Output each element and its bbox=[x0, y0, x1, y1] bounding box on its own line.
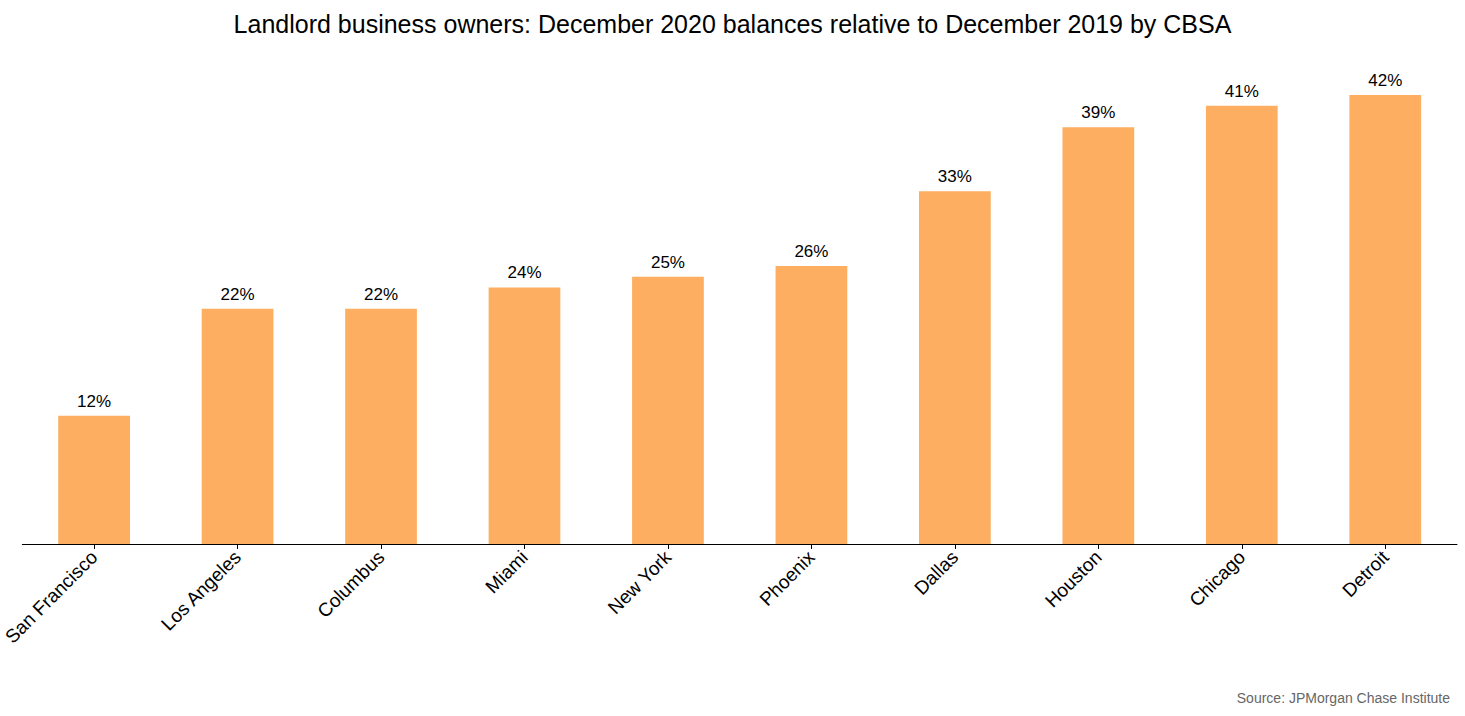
svg-text:39%: 39% bbox=[1081, 103, 1115, 122]
svg-text:Chicago: Chicago bbox=[1185, 547, 1249, 611]
svg-text:25%: 25% bbox=[651, 253, 685, 272]
svg-text:Source: JPMorgan Chase Institu: Source: JPMorgan Chase Institute bbox=[1237, 690, 1450, 706]
svg-text:41%: 41% bbox=[1225, 82, 1259, 101]
svg-text:Detroit: Detroit bbox=[1338, 546, 1393, 601]
svg-text:Houston: Houston bbox=[1041, 547, 1106, 612]
svg-text:22%: 22% bbox=[221, 285, 255, 304]
svg-text:Columbus: Columbus bbox=[313, 547, 388, 622]
svg-text:Dallas: Dallas bbox=[910, 547, 962, 599]
svg-text:22%: 22% bbox=[364, 285, 398, 304]
svg-text:Landlord business owners: Dece: Landlord business owners: December 2020 … bbox=[234, 10, 1232, 38]
svg-text:33%: 33% bbox=[938, 167, 972, 186]
svg-text:Phoenix: Phoenix bbox=[755, 546, 819, 610]
svg-text:42%: 42% bbox=[1368, 71, 1402, 90]
svg-text:San Francisco: San Francisco bbox=[1, 547, 102, 648]
svg-text:24%: 24% bbox=[507, 263, 541, 282]
svg-text:Miami: Miami bbox=[481, 547, 532, 598]
svg-text:New York: New York bbox=[604, 546, 676, 618]
svg-text:12%: 12% bbox=[77, 392, 111, 411]
svg-text:26%: 26% bbox=[794, 242, 828, 261]
svg-text:Los Angeles: Los Angeles bbox=[157, 547, 245, 635]
